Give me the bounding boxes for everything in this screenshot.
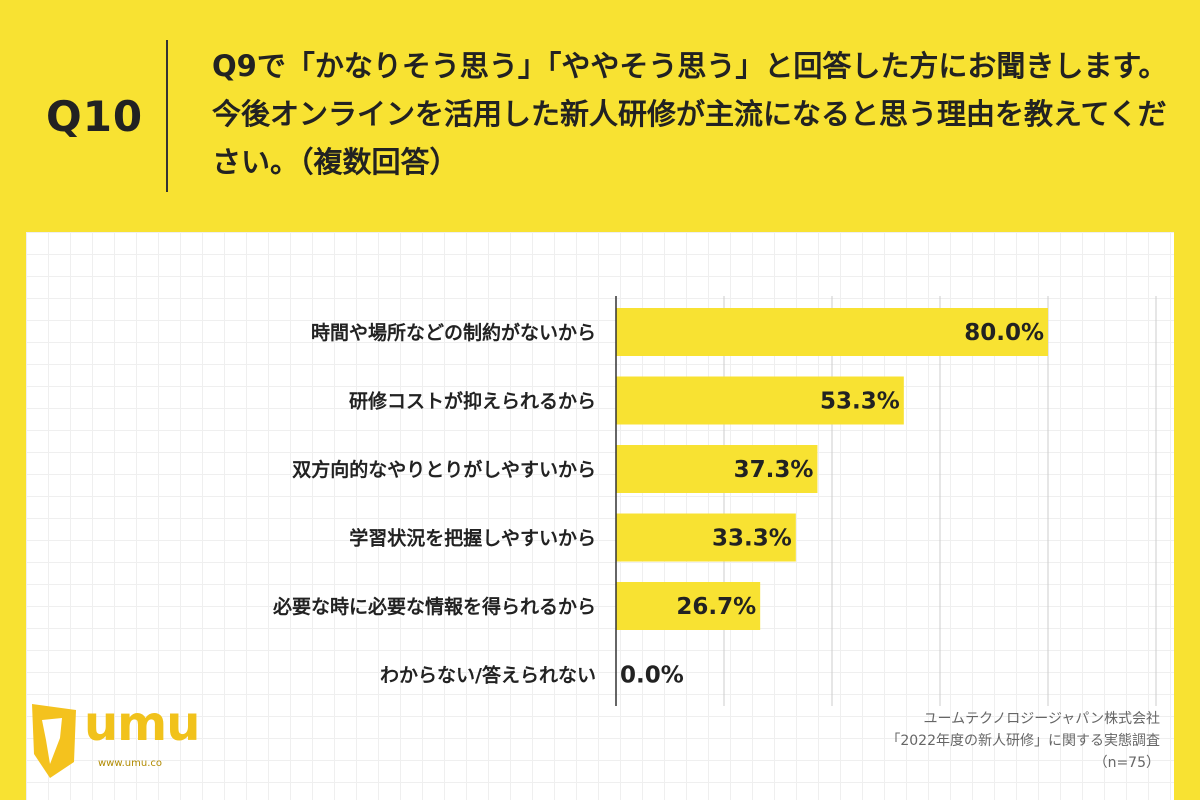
category-label: 時間や場所などの制約がないから (311, 321, 596, 344)
header: Q10 Q9で「かなりそう思う」「ややそう思う」と回答した方にお聞きします。今後… (0, 0, 1200, 232)
umu-logo: umu www.umu.co (26, 696, 206, 782)
value-label: 0.0% (620, 663, 684, 689)
category-label: 研修コストが抑えられるから (349, 390, 596, 413)
value-label: 26.7% (676, 594, 756, 620)
category-label: 必要な時に必要な情報を得られるから (272, 595, 596, 618)
header-divider (166, 40, 168, 192)
logo-icon (32, 704, 76, 778)
category-label: 学習状況を把握しやすいから (349, 527, 596, 550)
logo-text: umu (84, 696, 200, 752)
sample-size: （n=75） (1093, 755, 1160, 771)
logo-url: www.umu.co (98, 758, 163, 769)
bar (616, 376, 904, 425)
value-label: 53.3% (820, 389, 900, 415)
bar (616, 445, 818, 493)
bar (616, 513, 796, 562)
chart-panel: 時間や場所などの制約がないから 80.0% 研修コストが抑えられるから 53.3% 双方… (26, 232, 1174, 800)
bar (616, 582, 761, 630)
value-label: 37.3% (734, 457, 814, 483)
bar-chart: 時間や場所などの制約がないから 80.0% 研修コストが抑えられるから 53.3% 双方… (272, 296, 1157, 706)
question-text: Q9で「かなりそう思う」「ややそう思う」と回答した方にお聞きします。今後オンライ… (212, 49, 1168, 179)
source-company: ユームテクノロジージャパン株式会社 (923, 711, 1160, 727)
value-label: 33.3% (712, 526, 792, 552)
source-note: ユームテクノロジージャパン株式会社 「2022年度の新人研修」に関する実態調査 … (886, 708, 1160, 774)
category-label: わからない/答えられない (380, 664, 596, 687)
question-number: Q10 (46, 92, 144, 141)
source-survey: 「2022年度の新人研修」に関する実態調査 (886, 733, 1160, 749)
category-label: 双方向的なやりとりがしやすいから (292, 458, 596, 481)
bar (616, 308, 1048, 356)
value-label: 80.0% (964, 320, 1044, 346)
